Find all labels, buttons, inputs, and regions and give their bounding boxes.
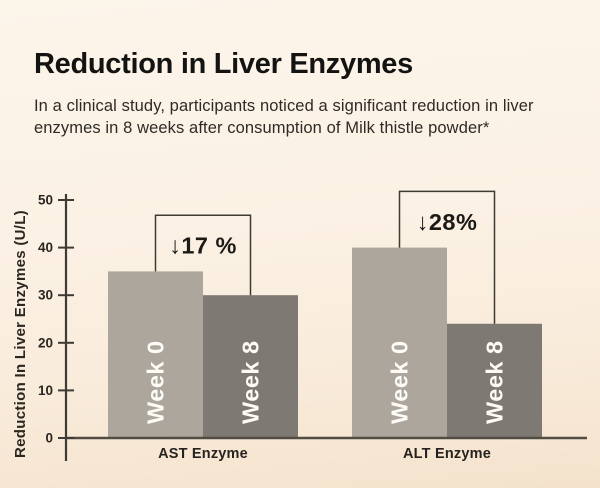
y-tick-label: 40 [38, 240, 53, 255]
reduction-annotation: ↓17 % [169, 233, 237, 259]
bar-series-label: Week 8 [238, 340, 264, 424]
bar-alt-week0 [352, 247, 447, 438]
y-tick-label: 30 [38, 288, 53, 303]
bar-series-label: Week 0 [143, 340, 169, 424]
y-tick-label: 0 [45, 431, 53, 446]
y-axis-title: Reduction In Liver Enzymes (U/L) [12, 210, 29, 458]
bar-series-label: Week 0 [387, 340, 413, 424]
bar-chart-svg: Week 0 Week 8 Week 0 Week 8 ↓17 % ↓28% 0 10 20 30… [12, 190, 587, 462]
reduction-bracket [154, 214, 252, 296]
y-tick-label: 20 [38, 335, 53, 350]
y-tick-label: 10 [38, 383, 53, 398]
category-label: ALT Enzyme [403, 446, 491, 462]
reduction-annotation: ↓28% [417, 209, 478, 235]
bar-alt-week8 [447, 323, 542, 438]
reduction-bracket [398, 190, 496, 324]
chart-subtitle: In a clinical study, participants notice… [34, 97, 534, 137]
bar-ast-week8 [203, 295, 298, 438]
bar-chart: Week 0 Week 8 Week 0 Week 8 ↓17 % ↓28% 0 10 20 30… [0, 188, 600, 488]
bar-ast-week0 [108, 271, 203, 438]
page-title: Reduction in Liver Enzymes [34, 48, 413, 80]
bar-series-label: Week 8 [482, 340, 508, 424]
y-tick-label: 50 [38, 193, 53, 208]
category-label: AST Enzyme [158, 446, 248, 462]
